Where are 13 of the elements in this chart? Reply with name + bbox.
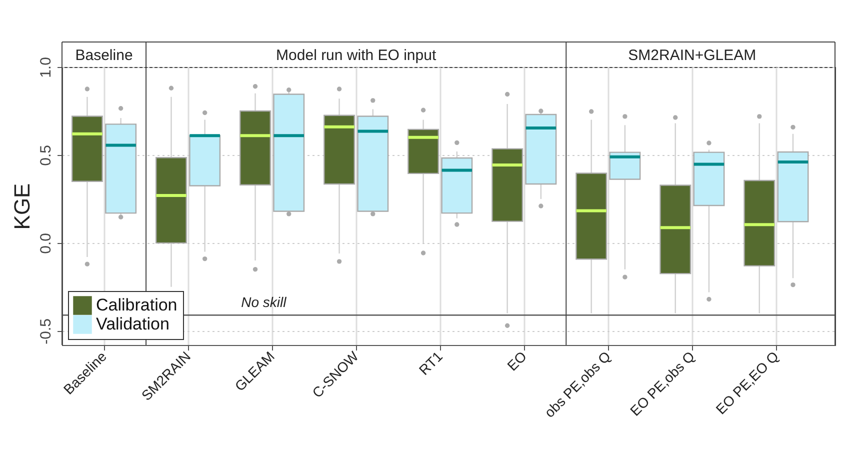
y-tick-label: 1.0: [38, 57, 54, 78]
y-tick-label: 0.0: [38, 233, 54, 254]
legend-label: Validation: [96, 314, 170, 334]
text: Baseline: [75, 47, 133, 64]
text: Model run with EO input: [276, 47, 437, 64]
y-tick-label: -0.5: [38, 318, 54, 344]
x-tick-label: RT1: [416, 348, 446, 378]
text: SM2RAIN+GLEAM: [628, 47, 756, 64]
y-axis-title: KGE: [10, 183, 34, 230]
ref-line-label: No skill: [241, 294, 288, 310]
legend-label: Calibration: [96, 296, 178, 314]
x-tick-label: EO: [504, 348, 530, 374]
y-tick-label: 0.5: [38, 145, 54, 166]
